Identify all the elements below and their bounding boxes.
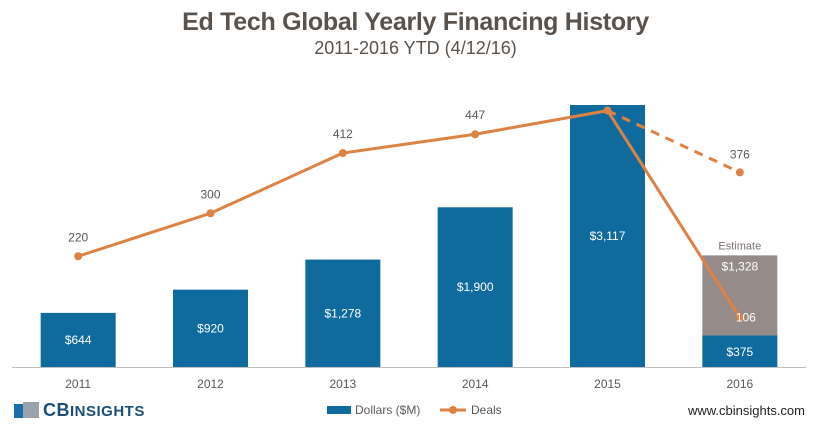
- bar-label-2016: $375: [726, 345, 753, 359]
- x-tick-2012: 2012: [197, 377, 224, 391]
- deals-label-2015: 491: [597, 92, 617, 106]
- x-tick-2011: 2011: [65, 377, 91, 391]
- deals-label-2016: 106: [736, 311, 756, 325]
- x-tick-2013: 2013: [329, 377, 356, 391]
- chart-title: Ed Tech Global Yearly Financing History: [182, 8, 649, 36]
- bar-label-2014: $1,900: [457, 280, 494, 294]
- deals-estimate-line: [606, 109, 741, 174]
- logo-brand: CB: [43, 400, 70, 420]
- deals-estimate-point: [735, 168, 744, 177]
- x-tick-2016: 2016: [726, 377, 753, 391]
- deals-label-2012: 300: [200, 187, 220, 201]
- legend-marker-deals: [449, 406, 457, 414]
- deals-estimate-label: 376: [730, 147, 750, 161]
- cb-logo-icon: [14, 401, 40, 420]
- bar-label-2015: $3,117: [590, 229, 626, 243]
- estimate-caption: Estimate: [718, 240, 761, 252]
- bar-2014: [437, 207, 513, 367]
- deals-point-2012: [206, 209, 215, 218]
- website-url: www.cbinsights.com: [687, 403, 805, 418]
- bar-label-2011: $644: [65, 333, 92, 347]
- bar-2011: [40, 312, 116, 367]
- legend-label-dollars: Dollars ($M): [355, 403, 420, 417]
- legend-swatch-dollars: [327, 406, 351, 414]
- deals-point-2015: [603, 106, 612, 115]
- x-tick-2014: 2014: [462, 377, 489, 391]
- legend-label-deals: Deals: [471, 403, 502, 417]
- x-tick-2015: 2015: [594, 377, 621, 391]
- bar-2013: [305, 259, 381, 367]
- deals-label-2014: 447: [465, 108, 485, 122]
- deals-point-2013: [338, 149, 347, 158]
- deals-point-2014: [471, 130, 480, 139]
- estimate-bar-2016: [702, 255, 778, 336]
- bar-label-2012: $920: [197, 321, 224, 335]
- deals-line: [77, 109, 742, 319]
- logo-brand-suffix: INSIGHTS: [70, 403, 145, 420]
- deals-point-2016: [735, 313, 744, 322]
- deals-label-2011: 220: [68, 230, 88, 244]
- deals-label-2013: 412: [333, 127, 353, 141]
- bar-2016: [702, 335, 778, 367]
- deals-point-2011: [74, 252, 83, 261]
- bar-2012: [173, 289, 248, 367]
- estimate-bar-label: $1,328: [721, 259, 758, 273]
- bar-label-2013: $1,278: [324, 306, 361, 320]
- chart-subtitle: 2011-2016 YTD (4/12/16): [314, 38, 517, 58]
- cb-insights-logo: CBINSIGHTS: [14, 400, 145, 421]
